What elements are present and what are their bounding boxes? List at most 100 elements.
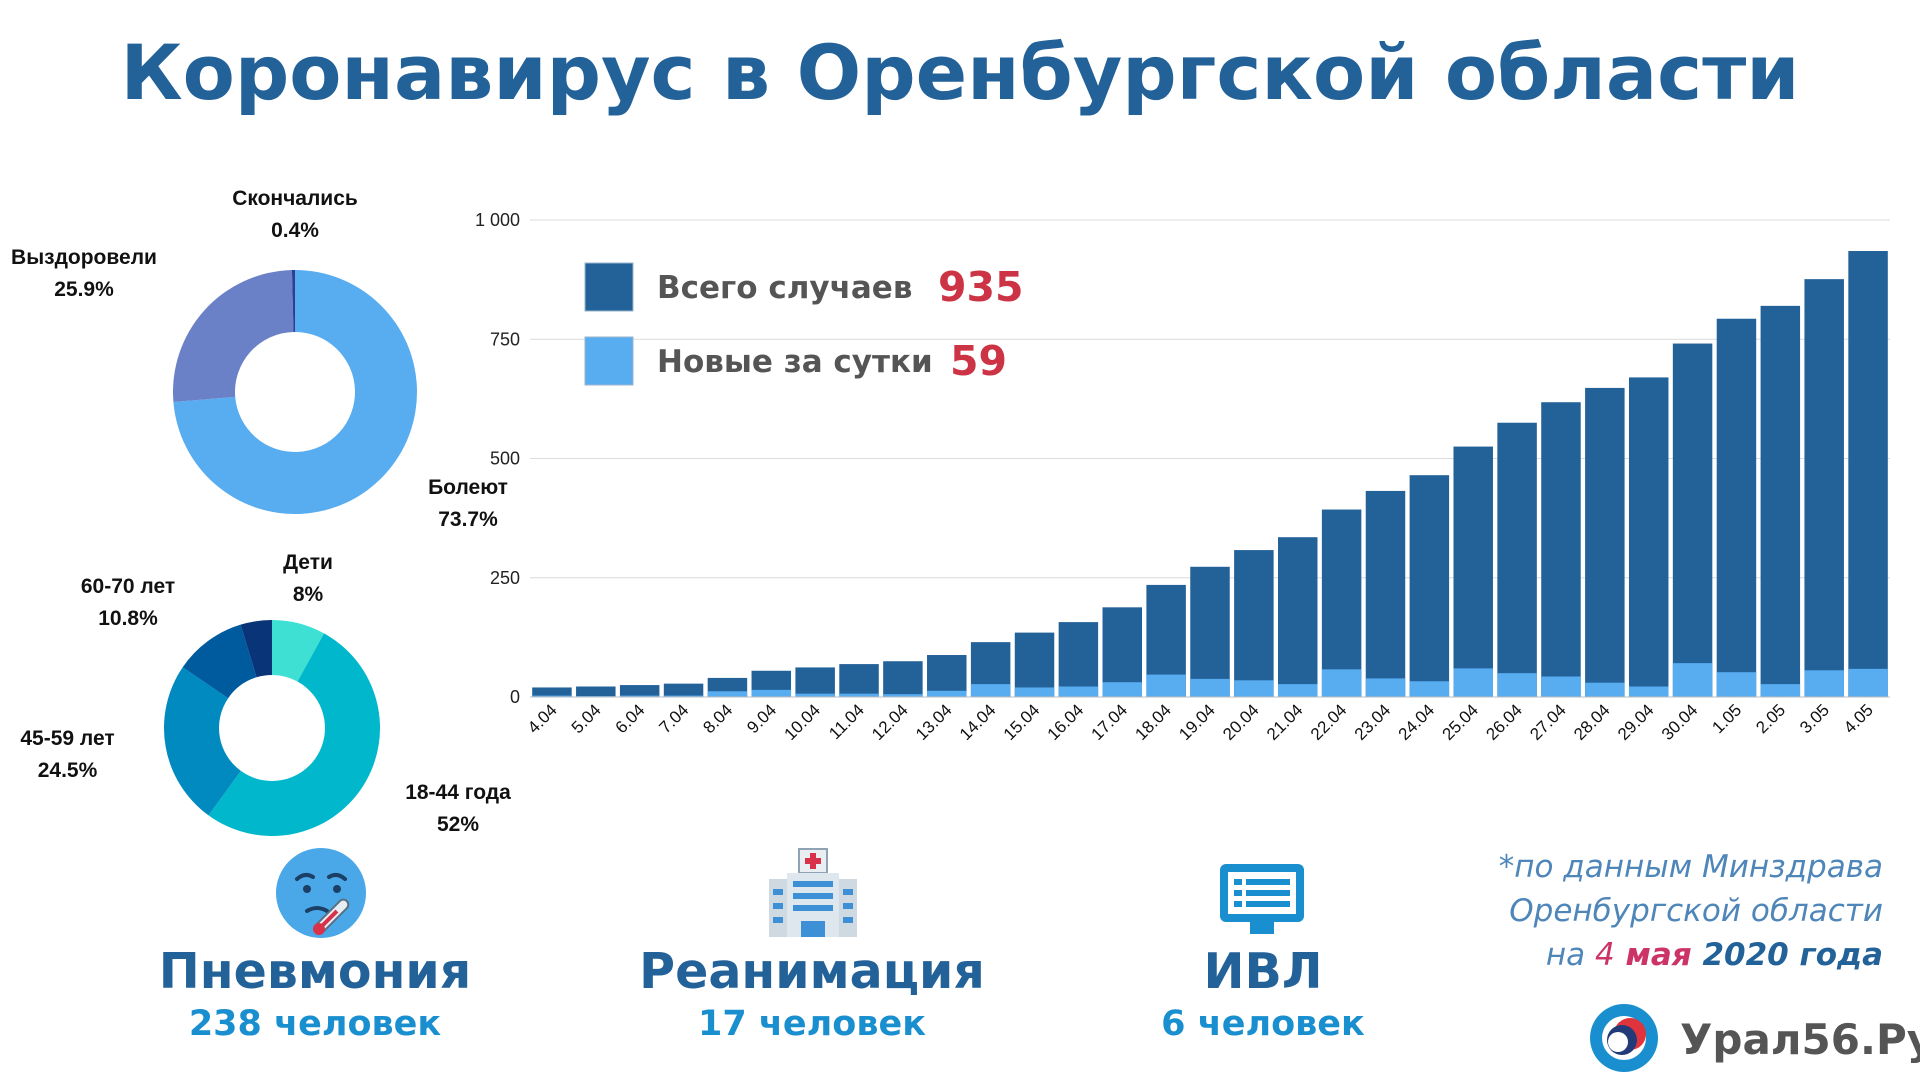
- age-donut-slice-1: [208, 633, 380, 836]
- status-label-deceased-percent: 0.4%: [271, 219, 319, 242]
- age-donut-chart: [164, 620, 380, 836]
- x-tick-label: 4.04: [524, 700, 561, 737]
- y-tick-label-4: 1 000: [475, 210, 520, 230]
- bar-total: [883, 661, 923, 697]
- stat-pneumonia: Пневмония 238 человек: [85, 943, 545, 1047]
- bar-new: [1234, 680, 1274, 697]
- bar-total: [1190, 566, 1230, 697]
- status-label-sick-name: Болеют: [428, 476, 508, 499]
- age-label-children-percent: 8%: [292, 583, 324, 606]
- x-tick-label: 16.04: [1044, 700, 1088, 744]
- bar-new: [1058, 686, 1099, 697]
- x-tick-label: 14.04: [956, 700, 1000, 744]
- x-tick-label: 26.04: [1482, 700, 1526, 744]
- bar-new: [927, 690, 967, 697]
- x-tick-label: 30.04: [1658, 700, 1702, 744]
- stat-pneumonia-value: 238 человек: [188, 1004, 442, 1044]
- bar-total: [1321, 509, 1362, 697]
- x-tick-label: 1.05: [1708, 700, 1745, 737]
- x-tick-label: 11.04: [825, 700, 868, 743]
- stat-icu-title: Реанимация: [639, 943, 985, 1000]
- y-tick-label-3: 750: [490, 329, 520, 349]
- source-date-year: 2020 года: [1691, 937, 1883, 973]
- status-label-sick-percent: 73.7%: [438, 508, 498, 531]
- status-donut-slice-0: [173, 270, 417, 514]
- bar-new: [1190, 678, 1230, 697]
- source-line-3-prefix: на: [1545, 937, 1595, 973]
- source-date-month: мая: [1614, 937, 1692, 973]
- page-title: Коронавирус в Оренбургской области: [120, 28, 1800, 117]
- age-label-children: Дети 8%: [258, 547, 358, 611]
- bar-total: [839, 664, 879, 697]
- bar-new: [751, 689, 792, 697]
- bar-new: [707, 691, 748, 697]
- x-tick-label: 19.04: [1175, 700, 1219, 744]
- bar-total: [1541, 402, 1581, 697]
- bar-total: [1278, 537, 1318, 697]
- age-label-children-name: Дети: [283, 551, 333, 574]
- bar-new: [1321, 669, 1362, 697]
- bar-new: [1014, 687, 1055, 697]
- bar-new: [839, 693, 879, 697]
- bar-new: [532, 695, 572, 697]
- bar-total: [1672, 343, 1713, 697]
- status-donut-slice-2: [291, 270, 295, 333]
- bar-new: [1804, 670, 1844, 697]
- bar-new: [1716, 672, 1757, 697]
- bar-new: [1848, 668, 1888, 697]
- bar-new: [1541, 676, 1581, 697]
- x-tick-label: 27.04: [1526, 700, 1570, 744]
- x-tick-label: 23.04: [1351, 700, 1395, 744]
- x-tick-label: 22.04: [1307, 700, 1351, 744]
- bar-total: [619, 685, 660, 697]
- bar-total: [1014, 632, 1055, 697]
- bar-total: [1365, 490, 1406, 697]
- source-date-day: 4: [1594, 937, 1615, 973]
- x-tick-label: 5.04: [568, 700, 605, 737]
- bar-new: [1278, 684, 1318, 697]
- source-line-3: на 4 мая 2020 года: [1499, 933, 1883, 977]
- age-donut-slice-0: [272, 620, 325, 682]
- bar-new: [619, 695, 660, 697]
- x-tick-label: 4.05: [1840, 700, 1877, 737]
- bar-new: [1409, 681, 1450, 697]
- bar-new: [1497, 673, 1537, 697]
- status-donut-chart: [173, 270, 417, 514]
- bar-total: [663, 683, 704, 697]
- y-tick-label-1: 250: [490, 568, 520, 588]
- bar-total: [1628, 377, 1669, 697]
- source-line-2: Оренбургской области: [1509, 893, 1883, 929]
- legend-value-1: 59: [950, 337, 1007, 385]
- age-label-60-70-percent: 10.8%: [98, 607, 158, 630]
- bar-total: [1804, 279, 1844, 697]
- bar-total: [1102, 607, 1142, 697]
- hospital-icon: [769, 848, 857, 937]
- bar-new: [1146, 674, 1186, 697]
- bar-total: [576, 686, 616, 697]
- source-note: *по данным Минздрава Оренбургской област…: [1499, 845, 1883, 977]
- x-tick-label: 10.04: [780, 700, 824, 744]
- bar-total: [1058, 622, 1099, 697]
- bar-total: [927, 655, 967, 697]
- bar-new: [1672, 663, 1713, 697]
- status-label-deceased: Скончались 0.4%: [205, 183, 385, 247]
- stat-ventilator-title: ИВЛ: [1203, 943, 1323, 1000]
- x-tick-label: 28.04: [1570, 700, 1614, 744]
- bar-total: [1760, 305, 1801, 697]
- stat-icu: Реанимация 17 человек: [582, 943, 1042, 1047]
- stat-ventilator-value: 6 человек: [1161, 1004, 1365, 1044]
- legend-label-0: Всего случаев: [657, 270, 912, 306]
- x-tick-label: 15.04: [1000, 700, 1044, 744]
- bar-total: [1234, 550, 1274, 697]
- status-label-recovered-percent: 25.9%: [54, 278, 114, 301]
- age-label-45-59-name: 45-59 лет: [20, 727, 115, 750]
- bar-new: [883, 694, 923, 697]
- bar-total: [1497, 422, 1537, 697]
- age-label-60-70: 60-70 лет 10.8%: [63, 571, 193, 635]
- bar-total: [795, 667, 835, 697]
- bar-total: [1848, 251, 1888, 697]
- bar-new: [795, 693, 835, 697]
- x-tick-label: 6.04: [612, 700, 649, 737]
- age-donut-slice-4: [240, 620, 272, 678]
